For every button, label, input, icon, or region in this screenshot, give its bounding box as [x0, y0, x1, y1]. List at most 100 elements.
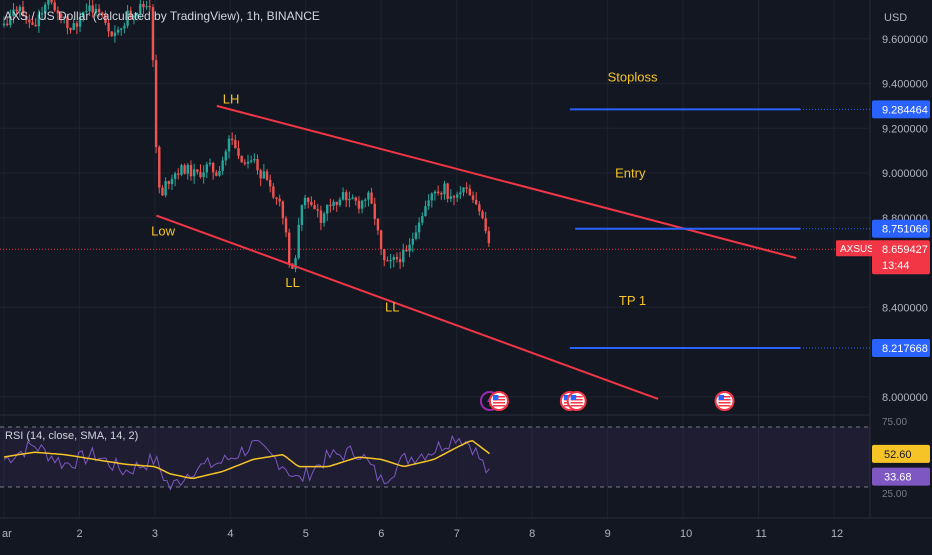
- candle-down: [284, 218, 288, 233]
- candle-down: [75, 23, 79, 27]
- time-tick-label: 2: [76, 528, 82, 540]
- candle-up: [433, 191, 437, 194]
- candle-up: [113, 32, 117, 37]
- candle-down: [370, 192, 373, 204]
- candle-up: [208, 162, 212, 165]
- candle-up: [173, 173, 177, 179]
- flag-icon-stripe: [570, 396, 583, 398]
- candle-up: [351, 197, 354, 199]
- candle-up: [180, 165, 183, 175]
- candle-down: [484, 218, 487, 232]
- event-icons[interactable]: [479, 391, 735, 411]
- flag-icon-stripe: [492, 399, 505, 401]
- candle-up: [300, 205, 304, 225]
- us-flag-event-icon[interactable]: [714, 391, 735, 411]
- candle-down: [21, 6, 25, 17]
- candle-down: [104, 14, 107, 23]
- lh-label: LH: [223, 92, 240, 107]
- candle-down: [268, 179, 272, 187]
- flag-icon-canton: [492, 395, 499, 400]
- price-axis[interactable]: USD 9.6000009.4000009.2000009.0000008.80…: [882, 12, 928, 404]
- candle-down: [335, 201, 338, 206]
- candle-down: [440, 193, 443, 195]
- us-flag-event-icon[interactable]: [566, 391, 587, 411]
- candle-down: [319, 210, 323, 223]
- upper-trendline[interactable]: [216, 104, 797, 259]
- flag-icon-stripe: [718, 402, 731, 404]
- entry-price-badge: [872, 219, 930, 238]
- candle-down: [97, 8, 101, 13]
- candle-down: [436, 191, 440, 194]
- candle-up: [408, 244, 411, 252]
- entry-price-badge-value: 8.751066: [882, 224, 928, 236]
- candle-down: [471, 195, 475, 200]
- candle-down: [24, 16, 28, 20]
- candle-down: [199, 171, 202, 178]
- time-tick-label: 6: [378, 528, 384, 540]
- candle-down: [66, 16, 69, 29]
- entry-label: Entry: [615, 165, 646, 180]
- candle-down: [53, 2, 56, 11]
- candle-down: [177, 173, 180, 175]
- candle-down: [237, 148, 240, 156]
- candle-up: [430, 193, 434, 201]
- chart-grid: [0, 0, 870, 518]
- flag-icon-canton: [718, 395, 725, 400]
- candle-up: [348, 198, 351, 201]
- candle-down: [142, 3, 145, 8]
- candle-down: [272, 186, 275, 198]
- candle-up: [224, 151, 228, 161]
- price-tick-label: 9.600000: [882, 34, 928, 46]
- candle-down: [28, 19, 31, 23]
- time-axis[interactable]: ar 2 3 4 5 6 7 8 9 10 11 12: [2, 528, 843, 540]
- us-flag-event-icon[interactable]: [488, 391, 509, 411]
- candle-up: [417, 222, 421, 233]
- candle-up: [411, 238, 414, 245]
- candle-down: [487, 231, 491, 244]
- rsi-indicator-label[interactable]: RSI (14, close, SMA, 14, 2): [5, 430, 139, 442]
- candle-down: [256, 159, 259, 171]
- candle-up: [2, 23, 6, 26]
- flag-icon-stripe: [570, 399, 583, 401]
- flag-icon-ring: [714, 391, 735, 411]
- chart-title: AXS / US Dollar (calculated by TradingVi…: [4, 9, 320, 23]
- price-tick-label: 9.000000: [882, 168, 928, 180]
- candle-up: [88, 5, 91, 12]
- candle-up: [132, 15, 136, 18]
- candle-up: [389, 259, 392, 262]
- lower-trendline[interactable]: [156, 214, 659, 400]
- flag-icon-stripe: [570, 405, 583, 407]
- candle-up: [449, 196, 453, 199]
- candle-up: [392, 257, 395, 260]
- candle-up: [12, 9, 15, 16]
- candle-up: [227, 138, 231, 152]
- candle-up: [443, 183, 446, 195]
- candle-down: [288, 232, 291, 264]
- stoploss-price-badge-value: 9.284464: [882, 104, 928, 116]
- candle-up: [43, 4, 47, 14]
- flag-icon-stripe: [492, 405, 505, 407]
- candle-down: [329, 204, 332, 207]
- candle-up: [402, 250, 405, 263]
- candle-down: [189, 164, 193, 177]
- candle-countdown: 13:44: [882, 260, 910, 272]
- flag-icon-stripe: [570, 402, 583, 404]
- rsi-line: [3, 434, 490, 491]
- rsi-sma-value: 52.60: [884, 449, 912, 461]
- candle-down: [91, 5, 94, 13]
- rsi-sma-badge: [872, 444, 930, 463]
- flag-icon-stripe: [492, 402, 505, 404]
- candle-down: [354, 197, 357, 201]
- candle-up: [262, 171, 266, 179]
- candle-down: [107, 22, 110, 32]
- candle-down: [313, 204, 316, 210]
- candle-up: [253, 159, 256, 161]
- rsi-value: 33.68: [884, 472, 912, 484]
- time-tick-label: 9: [605, 528, 611, 540]
- drawings[interactable]: [156, 104, 870, 400]
- rsi-tick-label: 75.00: [882, 417, 907, 428]
- candle-down: [110, 31, 113, 37]
- candle-up: [246, 161, 250, 164]
